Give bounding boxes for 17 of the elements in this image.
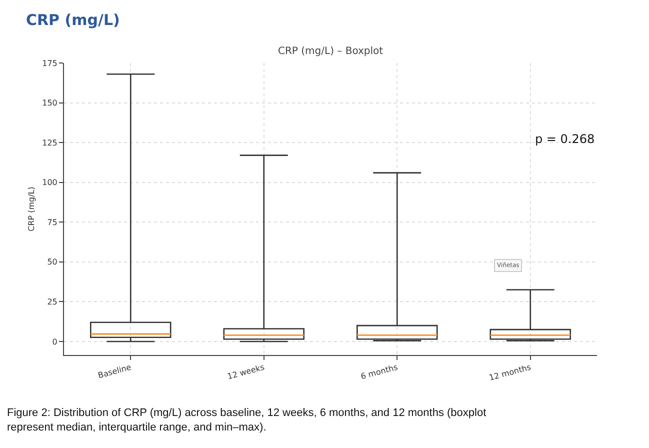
x-tick-label: 6 months: [360, 362, 399, 382]
chart-title: CRP (mg/L): [26, 11, 120, 29]
caption: Figure 2: Distribution of CRP (mg/L) across baseline, 12 weeks, 6 months, and 12 months (boxplot represent median, interquartile range, and min–max).: [7, 407, 486, 434]
y-tick-label: 175: [42, 58, 58, 68]
y-tick-label: 50: [47, 258, 58, 267]
y-tick-label: 125: [42, 138, 58, 148]
y-tick-label: 100: [42, 178, 58, 188]
y-tick-label: 150: [42, 98, 58, 108]
y-tick-label: 25: [47, 297, 58, 306]
y-axis-title: CRP (mg/L): [26, 186, 36, 232]
y-tick-label: 75: [47, 218, 58, 227]
y-tick-label: 0: [52, 337, 58, 346]
annotation: p = 0.268: [535, 132, 595, 146]
chart-subtitle: CRP (mg/L) – Boxplot: [278, 46, 384, 57]
x-tick-label: 12 weeks: [226, 362, 266, 382]
x-tick-label: 12 months: [488, 362, 532, 382]
x-tick-label: Baseline: [97, 362, 132, 380]
